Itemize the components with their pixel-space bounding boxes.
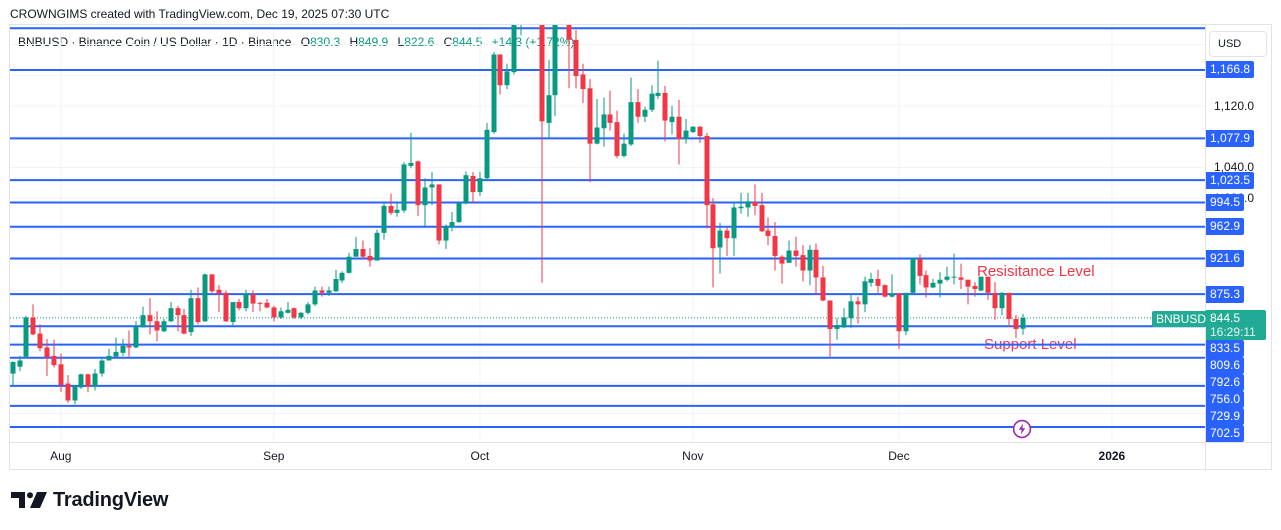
current-price-label: 844.5 16:29:11 bbox=[1206, 309, 1266, 340]
price-axis[interactable] bbox=[1205, 25, 1271, 442]
legend-high-value: 849.9 bbox=[358, 35, 389, 49]
legend-close-label: C bbox=[443, 35, 453, 49]
price-level-label: 792.6 bbox=[1206, 373, 1245, 391]
price-level-label: 809.6 bbox=[1206, 356, 1245, 374]
time-axis-label: Sep bbox=[263, 449, 285, 463]
support-label[interactable]: Support Level bbox=[984, 336, 1077, 353]
price-tick-label: 1,120.0 bbox=[1214, 98, 1255, 113]
legend-low-label: L bbox=[397, 35, 405, 49]
price-tick-label: 1,040.0 bbox=[1214, 160, 1255, 175]
symbol-price-tag: BNBUSD bbox=[1152, 310, 1211, 327]
event-marker[interactable] bbox=[1012, 419, 1032, 439]
legend-change: +14.3 (+1.72%) bbox=[491, 35, 575, 49]
legend-close-value: 844.5 bbox=[452, 35, 483, 49]
price-level-label: 962.9 bbox=[1206, 218, 1245, 236]
time-axis[interactable] bbox=[10, 442, 1205, 469]
time-axis-label: 2026 bbox=[1098, 449, 1126, 463]
price-level-label: 921.6 bbox=[1206, 250, 1245, 268]
price-level-label: 875.3 bbox=[1206, 285, 1245, 303]
time-axis-label: Nov bbox=[682, 449, 704, 463]
time-axis-label: Oct bbox=[470, 449, 490, 463]
legend-high-label: H bbox=[349, 35, 359, 49]
resistance-label[interactable]: Resisitance Level bbox=[977, 263, 1095, 280]
price-level-label: 729.9 bbox=[1206, 407, 1245, 425]
time-axis-label: Aug bbox=[50, 449, 72, 463]
lightning-icon bbox=[1012, 419, 1032, 439]
chart-legend: BNBUSD · Binance Coin / US Dollar · 1D ·… bbox=[18, 35, 574, 49]
price-level-label: 1,166.8 bbox=[1206, 61, 1255, 79]
price-level-label: 994.5 bbox=[1206, 193, 1245, 211]
current-price-value: 844.5 bbox=[1210, 310, 1241, 325]
legend-high: H849.9 bbox=[350, 35, 389, 49]
chart-frame bbox=[9, 24, 1272, 470]
price-level-label: 702.5 bbox=[1206, 424, 1245, 442]
price-level-label: 756.0 bbox=[1206, 390, 1245, 408]
snapshot-credit: CROWNGIMS created with TradingView.com, … bbox=[10, 7, 390, 21]
tradingview-brand: TradingView bbox=[53, 488, 169, 511]
legend-low: L822.6 bbox=[398, 35, 435, 49]
bar-countdown: 16:29:11 bbox=[1210, 324, 1256, 339]
price-level-label: 833.5 bbox=[1206, 339, 1245, 357]
legend-symbol-title[interactable]: BNBUSD · Binance Coin / US Dollar · 1D ·… bbox=[18, 35, 292, 49]
tradingview-logo[interactable]: TradingView bbox=[11, 489, 168, 511]
tradingview-logo-icon bbox=[11, 492, 47, 508]
axis-corner bbox=[1205, 442, 1271, 469]
price-level-label: 1,077.9 bbox=[1206, 129, 1255, 147]
currency-button[interactable]: USD bbox=[1209, 31, 1267, 57]
legend-open-label: O bbox=[300, 35, 311, 49]
time-axis-label: Dec bbox=[888, 449, 910, 463]
legend-low-value: 822.6 bbox=[404, 35, 435, 49]
legend-close: C844.5 bbox=[444, 35, 483, 49]
legend-open-value: 830.3 bbox=[310, 35, 341, 49]
price-level-label: 1,023.5 bbox=[1206, 171, 1255, 189]
legend-open: O830.3 bbox=[301, 35, 340, 49]
